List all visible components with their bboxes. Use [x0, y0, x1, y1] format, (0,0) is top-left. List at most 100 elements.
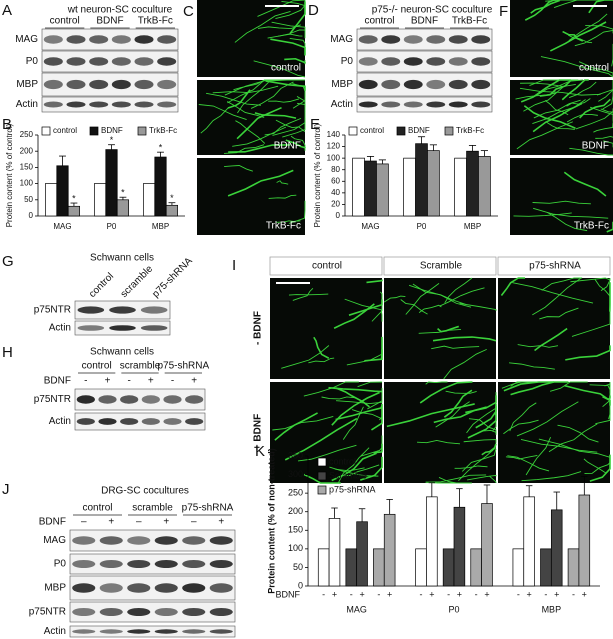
blot-band — [109, 325, 136, 331]
fiber — [574, 30, 613, 47]
significance-marker: * — [170, 193, 174, 203]
y-axis-label: Protein content (% of control) — [5, 123, 14, 227]
blot-strip — [74, 412, 206, 431]
blot-strip — [41, 72, 179, 97]
fiber — [303, 381, 359, 397]
fiber — [516, 121, 574, 150]
fiber — [567, 34, 593, 44]
bar — [550, 509, 563, 587]
x-subtick-label: - — [475, 589, 478, 599]
fiber — [562, 30, 584, 42]
panel-label: H — [2, 344, 13, 361]
fiber — [445, 390, 477, 394]
blot-band — [66, 35, 86, 44]
blot-band — [120, 395, 139, 404]
panel-title: Schwann cells — [90, 347, 154, 358]
blot-band — [140, 306, 168, 314]
significance-marker: * — [110, 135, 114, 145]
fiber — [517, 344, 559, 348]
y-tick-label: 200 — [288, 506, 303, 516]
fiber — [571, 305, 611, 337]
y-tick-label: 150 — [288, 525, 303, 535]
fiber — [563, 171, 607, 197]
bar — [523, 496, 535, 587]
fiber — [281, 0, 306, 7]
treatment-mark: – — [136, 517, 142, 528]
significance-marker: * — [159, 143, 163, 153]
fiber — [589, 106, 613, 122]
fiber — [206, 92, 261, 106]
blot-band — [209, 629, 233, 634]
bar — [403, 157, 416, 217]
legend-swatch — [396, 126, 406, 136]
fiber — [467, 474, 497, 481]
fiber — [443, 389, 473, 418]
fiber — [435, 401, 470, 428]
y-tick-label: 150 — [20, 163, 34, 172]
x-subtick-label: - — [420, 589, 423, 599]
bar — [415, 143, 428, 217]
row-header: - BDNF — [253, 311, 264, 345]
fiber — [549, 381, 588, 392]
fiber — [483, 429, 497, 433]
lane-label: p75-shRNA — [182, 503, 234, 514]
y-axis-label: Protein content (% of non-treated) — [266, 448, 276, 594]
y-tick-label: 300 — [288, 469, 303, 479]
fiber — [438, 477, 472, 484]
fiber — [344, 298, 383, 322]
blot-strip — [41, 50, 179, 73]
blot-band — [209, 608, 233, 616]
blot-band — [358, 57, 378, 66]
blot-band — [448, 79, 468, 90]
x-subtick-label: + — [457, 589, 462, 599]
fiber — [525, 436, 551, 476]
column-header-box — [269, 256, 383, 276]
legend-label: TrkB-Fc — [456, 126, 484, 135]
blot-band — [99, 608, 123, 616]
blot-band — [209, 536, 233, 545]
fiber — [257, 0, 306, 17]
blot-strip — [356, 28, 493, 51]
lane-label: scramble — [119, 263, 156, 300]
blot-band — [403, 57, 423, 66]
image-caption: BDNF — [582, 141, 609, 152]
fiber — [437, 325, 460, 333]
bar — [442, 548, 455, 587]
blot-row-label: P0 — [26, 56, 39, 67]
fiber — [380, 336, 383, 360]
blot-band — [403, 79, 423, 90]
fiber — [224, 165, 254, 172]
fiber — [281, 345, 330, 369]
bar — [154, 156, 167, 217]
fiber — [570, 277, 611, 283]
fiber — [510, 381, 543, 387]
x-subtick-label: + — [359, 589, 364, 599]
x-tick-label: MBP — [542, 604, 562, 614]
blot-band — [154, 560, 178, 568]
fiber — [275, 119, 306, 132]
blot-row-label: P0 — [341, 56, 354, 67]
blot-band — [185, 395, 204, 404]
fiber — [461, 448, 497, 472]
bar — [56, 165, 69, 217]
blot-band — [66, 101, 86, 108]
blot-band — [185, 418, 204, 425]
fiber — [274, 412, 318, 441]
fiber — [603, 140, 613, 148]
fiber — [509, 402, 537, 432]
blot-band — [127, 629, 151, 634]
fiber — [459, 303, 497, 311]
lane-label: scramble — [132, 503, 173, 514]
y-tick-label: 0 — [298, 580, 303, 590]
bar — [481, 503, 493, 587]
x-tick-label: MAG — [361, 222, 379, 231]
blot-row-label: P0 — [54, 559, 67, 570]
blot-band — [157, 35, 177, 44]
fiber — [379, 415, 383, 421]
fiber — [254, 112, 297, 119]
legend-swatch — [317, 471, 327, 481]
blot-band — [471, 35, 491, 44]
fiber — [500, 277, 526, 297]
fiber — [540, 56, 613, 78]
blot-band — [381, 79, 401, 90]
